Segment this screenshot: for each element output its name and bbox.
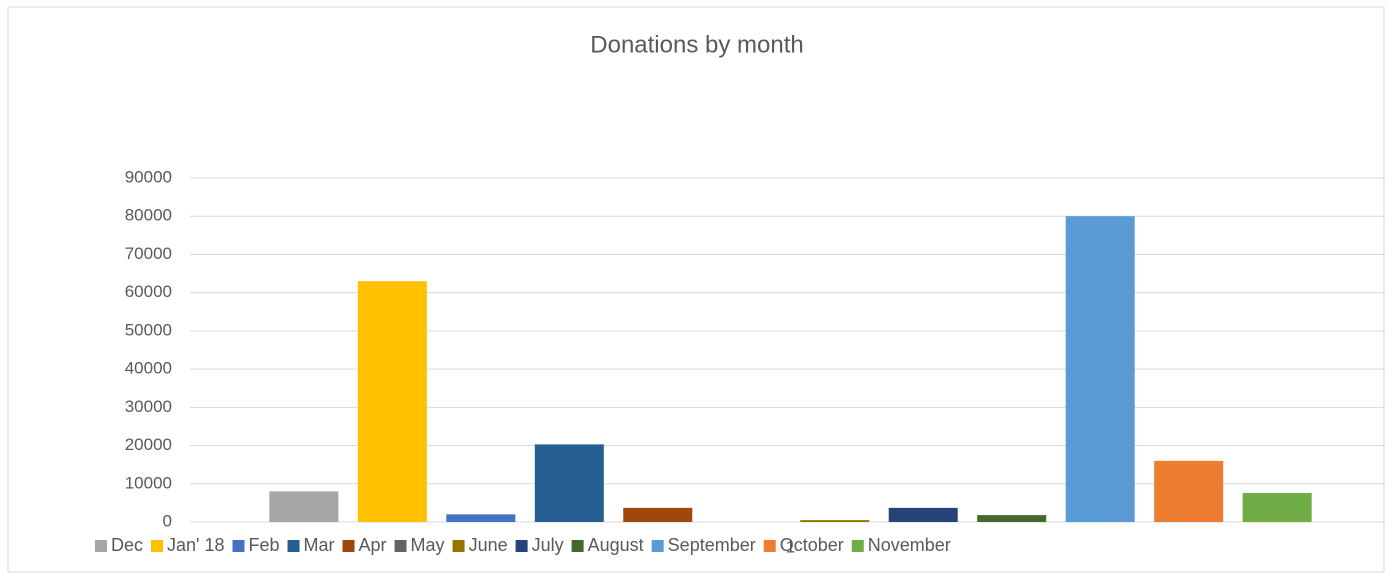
bar (888, 507, 958, 522)
bar (1065, 216, 1135, 522)
y-tick-label: 40000 (125, 359, 172, 378)
y-tick-label: 60000 (125, 282, 172, 301)
bar (269, 491, 339, 522)
legend-label: June (469, 535, 508, 555)
y-tick-label: 30000 (125, 397, 172, 416)
bar (1154, 460, 1224, 522)
legend-swatch (232, 540, 245, 552)
bar (1242, 492, 1312, 522)
legend-swatch (342, 540, 355, 552)
y-tick-label: 80000 (125, 206, 172, 225)
y-tick-label: 90000 (125, 167, 172, 186)
y-tick-label: 70000 (125, 244, 172, 263)
legend-label: November (868, 535, 951, 555)
legend-swatch (287, 540, 300, 552)
y-tick-label: 10000 (125, 473, 172, 492)
bar (977, 515, 1047, 522)
legend-swatch (394, 540, 407, 552)
legend-label: Jan' 18 (167, 535, 224, 555)
legend-swatch (95, 540, 107, 552)
legend-swatch (151, 540, 164, 552)
legend-swatch (571, 540, 584, 552)
legend-label: July (532, 535, 564, 555)
legend-label: May (411, 535, 445, 555)
chart-title: Donations by month (590, 31, 803, 58)
legend-label: Mar (304, 535, 335, 555)
y-tick-label: 0 (163, 511, 172, 530)
bar (623, 507, 693, 522)
legend-label: Dec (111, 535, 143, 555)
bar (800, 520, 870, 522)
bar (357, 281, 427, 522)
legend-swatch (515, 540, 528, 552)
legend-label: September (668, 535, 756, 555)
y-tick-label: 50000 (125, 320, 172, 339)
legend-swatch (851, 540, 864, 552)
legend-label: August (588, 535, 644, 555)
x-tick-label: 1 (786, 537, 795, 556)
legend-swatch (452, 540, 465, 552)
legend-swatch (763, 540, 776, 552)
bar (446, 514, 516, 522)
legend-label: Feb (249, 535, 280, 555)
bar (534, 444, 604, 522)
legend-swatch (651, 540, 664, 552)
y-tick-label: 20000 (125, 435, 172, 454)
legend-label: October (780, 535, 844, 555)
legend-label: Apr (359, 535, 387, 555)
